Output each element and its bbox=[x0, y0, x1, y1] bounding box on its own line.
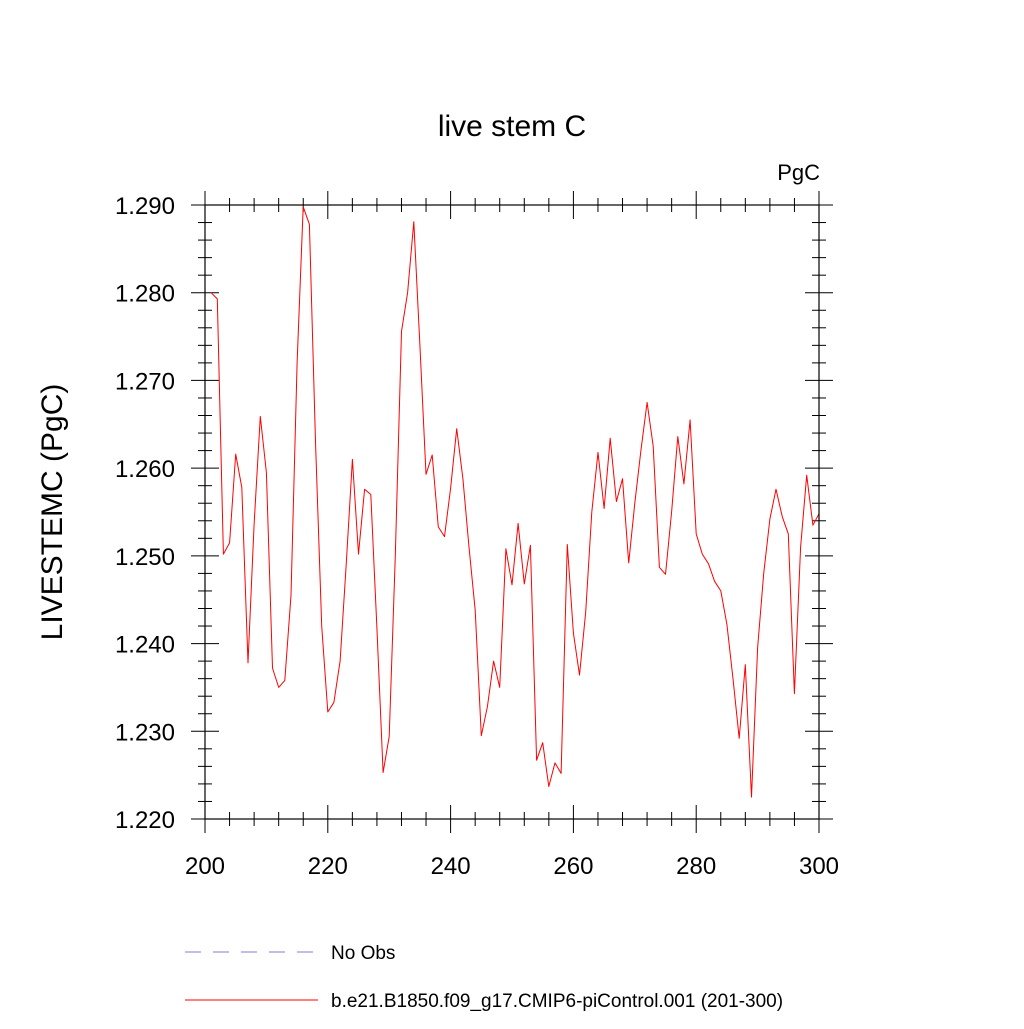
y-tick-label: 1.250 bbox=[115, 544, 175, 571]
x-tick-label: 260 bbox=[553, 853, 593, 880]
x-tick-label: 240 bbox=[431, 853, 471, 880]
chart-title: live stem C bbox=[438, 110, 586, 143]
x-tick-label: 280 bbox=[676, 853, 716, 880]
plot-layer bbox=[210, 206, 820, 798]
x-tick-label: 220 bbox=[308, 853, 348, 880]
y-tick-label: 1.240 bbox=[115, 632, 175, 659]
series-line bbox=[210, 206, 820, 798]
ticks-layer: 200 220 240 260 280 300 1.220 1.230 1.240 1.250 1.… bbox=[115, 191, 839, 880]
y-tick-label: 1.280 bbox=[115, 281, 175, 308]
y-tick-label: 1.290 bbox=[115, 193, 175, 220]
y-tick-label: 1.270 bbox=[115, 368, 175, 395]
y-tick-label: 1.220 bbox=[115, 807, 175, 834]
y-tick-label: 1.260 bbox=[115, 456, 175, 483]
legend: No Obs b.e21.B1850.f09_g17.CMIP6-piContro… bbox=[185, 943, 783, 1012]
legend-label: b.e21.B1850.f09_g17.CMIP6-piControl.001 … bbox=[331, 991, 783, 1012]
y-tick-label: 1.230 bbox=[115, 719, 175, 746]
y-axis-label: LIVESTEMC (PgC) bbox=[36, 384, 69, 641]
x-tick-label: 200 bbox=[185, 853, 225, 880]
plot-frame bbox=[204, 204, 820, 820]
x-tick-label: 300 bbox=[799, 853, 839, 880]
units-label: PgC bbox=[777, 160, 820, 185]
legend-label: No Obs bbox=[331, 943, 395, 964]
